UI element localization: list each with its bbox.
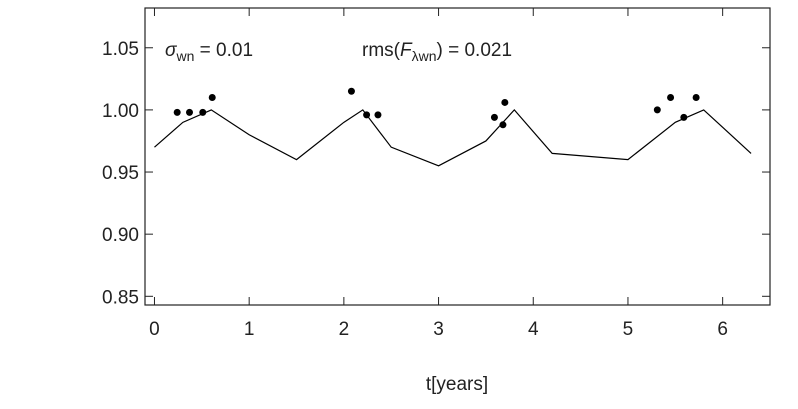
x-tick-label: 4: [528, 319, 539, 340]
y-tick-label: 1.00: [102, 101, 139, 122]
annotation-part: σ: [165, 40, 178, 61]
annotation-part: wn: [175, 48, 194, 64]
annotation-part: rms(: [362, 40, 401, 61]
x-tick-label: 6: [717, 319, 728, 340]
model-line: [154, 108, 752, 167]
annotation-part: λwn: [412, 48, 437, 64]
x-tick-label: 0: [149, 319, 160, 340]
data-point: [499, 121, 507, 129]
annotation-part: F: [400, 40, 413, 61]
annotation: rms(Fλwn) = 0.021: [362, 40, 512, 64]
x-tick-label: 3: [433, 319, 444, 340]
data-point: [374, 111, 382, 119]
annotation-part: ) = 0.021: [437, 40, 513, 61]
y-tick-label: 1.05: [102, 39, 139, 60]
data-point: [208, 93, 216, 101]
data-point: [667, 93, 675, 101]
x-tick-label: 5: [623, 319, 634, 340]
data-point: [347, 87, 355, 95]
data-point: [653, 106, 661, 114]
data-point: [490, 113, 498, 121]
y-tick-label: 0.95: [102, 163, 139, 184]
x-tick-label: 1: [244, 319, 255, 340]
data-point: [692, 93, 700, 101]
y-tick-label: 0.85: [102, 287, 139, 308]
data-point: [186, 108, 194, 116]
y-tick-label: 0.90: [102, 225, 139, 246]
data-point: [173, 108, 181, 116]
annotation-part: = 0.01: [194, 40, 253, 61]
data-point: [501, 98, 509, 106]
plot-frame: [144, 7, 771, 306]
annotation: σwn = 0.01: [165, 40, 253, 64]
x-tick-label: 2: [339, 319, 350, 340]
x-axis-label: t[years]: [426, 374, 488, 395]
